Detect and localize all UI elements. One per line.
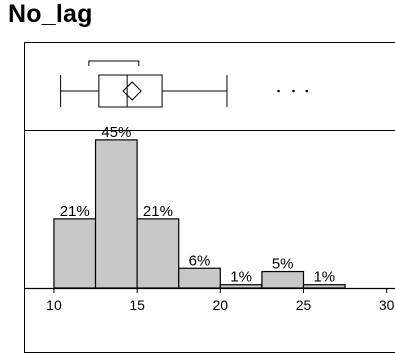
bar-label: 6% [189, 252, 211, 269]
iqr-box [98, 74, 163, 108]
x-tick-label: 30 [379, 297, 395, 313]
x-tick-label: 25 [296, 297, 312, 313]
x-tick-label: 15 [129, 297, 145, 313]
bar-label: 21% [60, 203, 90, 220]
x-axis-ticks: 10 15 20 25 30 [46, 288, 395, 313]
histogram-bar [53, 218, 97, 289]
bar-label: 1% [313, 269, 335, 286]
histogram-bar [261, 270, 305, 289]
x-tick-label: 10 [46, 297, 62, 313]
bar-label: 5% [272, 256, 294, 273]
box-plot [60, 60, 309, 108]
x-tick-label: 20 [213, 297, 229, 313]
outlier-point [292, 89, 295, 93]
chart-frame [24, 42, 395, 353]
chart-title: No_lag [8, 0, 93, 28]
bar-label: 1% [230, 269, 252, 286]
histogram-bar [94, 139, 138, 289]
outlier-point [277, 89, 280, 93]
histogram-bar [178, 267, 221, 289]
histogram-bars [53, 139, 346, 289]
histogram-bar [136, 218, 180, 289]
bar-labels: 21% 45% 21% 6% 1% 5% 1% [60, 124, 335, 286]
mean-diamond [122, 81, 142, 101]
outlier-point [305, 89, 309, 93]
shortest-half-bracket [88, 60, 140, 66]
bar-label: 45% [101, 124, 131, 141]
bar-label: 21% [143, 203, 173, 220]
